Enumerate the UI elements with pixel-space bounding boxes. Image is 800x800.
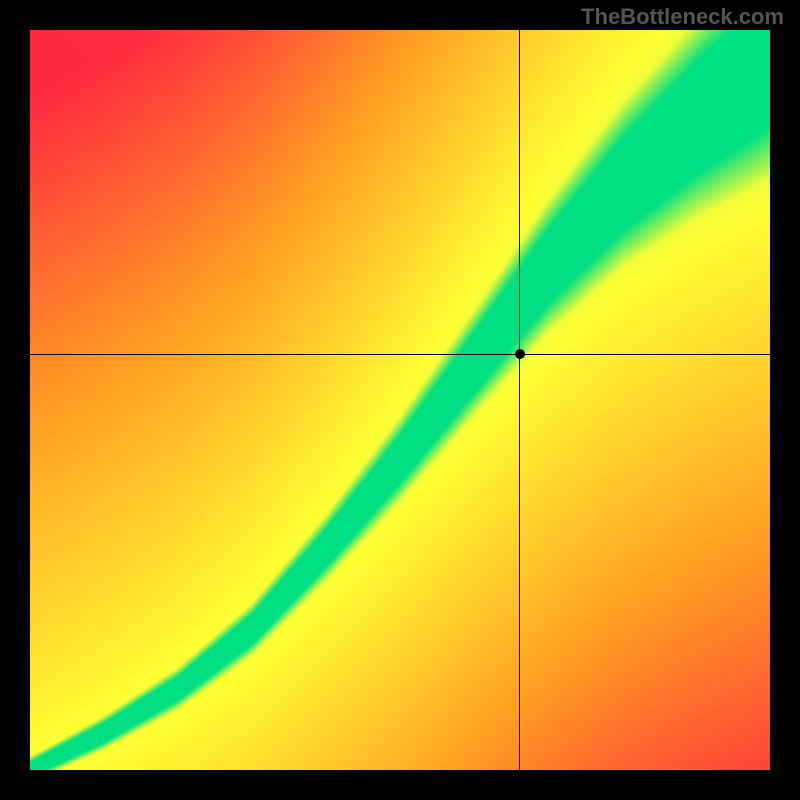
watermark-text: TheBottleneck.com	[581, 4, 784, 30]
crosshair-vertical	[519, 30, 520, 770]
bottleneck-heatmap	[30, 30, 770, 770]
chart-container: TheBottleneck.com	[0, 0, 800, 800]
crosshair-marker	[515, 349, 525, 359]
crosshair-horizontal	[30, 354, 770, 355]
